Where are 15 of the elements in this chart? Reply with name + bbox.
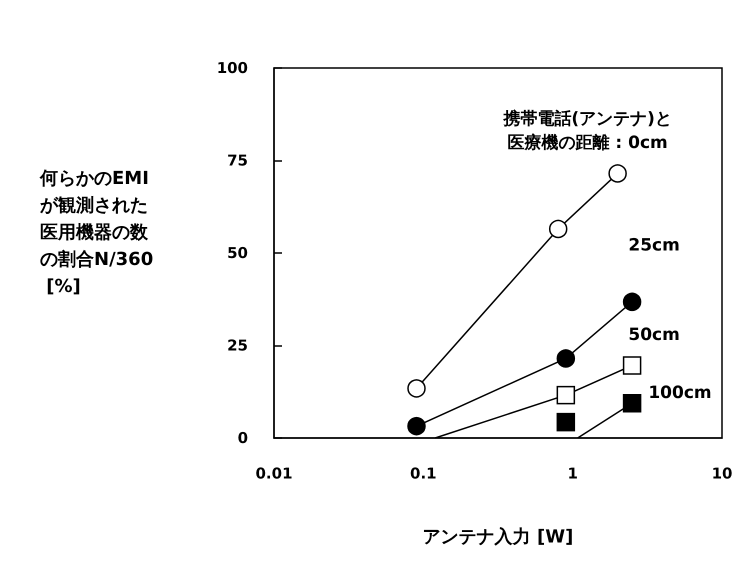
series-label: 50cm: [628, 325, 680, 346]
x-tick-label: 0.1: [410, 464, 437, 482]
text: 25cm: [628, 236, 680, 256]
y-tick-label: 75: [227, 152, 248, 170]
x-axis-title: アンテナ入力 [W]: [422, 526, 574, 548]
y-tick-label: 0: [238, 429, 248, 447]
x-tick-label: 0.01: [255, 464, 293, 482]
text: 携帯電話(アンテナ)と医療機の距離 : 0cm: [502, 109, 672, 154]
x-tick-label: 10: [712, 464, 732, 482]
y-tick-label: 50: [227, 244, 248, 262]
series-label: 100cm: [648, 383, 712, 404]
x-tick-label: 1: [567, 464, 578, 482]
y-tick-label: 25: [227, 336, 248, 354]
y-tick-label: 100: [216, 59, 248, 77]
y-axis-title: 何らかのEMIが観測された医用機器の数の割合N/360 [%]: [39, 168, 154, 297]
